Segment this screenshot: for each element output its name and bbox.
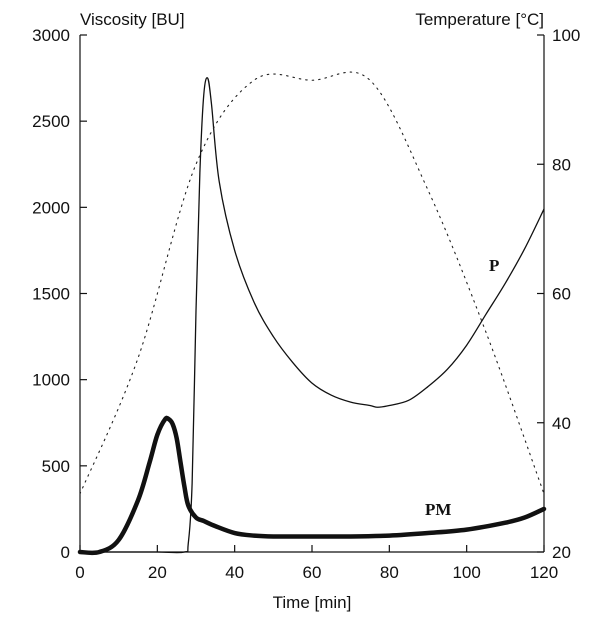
chart-axes: [80, 35, 544, 552]
x-axis-title: Time [min]: [273, 593, 352, 612]
x-tick-label: 0: [75, 563, 84, 582]
y-left-tick-label: 1000: [32, 371, 70, 390]
x-tick-label: 40: [225, 563, 244, 582]
series-p-line: [80, 78, 544, 553]
y-axis-left-title: Viscosity [BU]: [80, 10, 185, 29]
y-right-tick-label: 20: [552, 543, 571, 562]
chart-series: [80, 72, 544, 553]
x-tick-label: 20: [148, 563, 167, 582]
series-p-label: P: [489, 256, 499, 275]
y-right-tick-label: 80: [552, 155, 571, 174]
x-tick-label: 80: [380, 563, 399, 582]
y-left-tick-label: 0: [61, 543, 70, 562]
series-pm-label: PM: [425, 500, 451, 519]
y-right-tick-label: 100: [552, 26, 580, 45]
x-tick-label: 60: [303, 563, 322, 582]
series-temperature-line: [80, 72, 544, 494]
y-left-tick-label: 1500: [32, 285, 70, 304]
x-tick-label: 120: [530, 563, 558, 582]
chart-labels: 0 20 40 60 80 100 120 0 500 1000 1500 2000 2500 3000 2…: [32, 10, 580, 612]
y-left-tick-label: 2000: [32, 198, 70, 217]
y-left-tick-label: 500: [42, 457, 70, 476]
y-left-tick-label: 2500: [32, 112, 70, 131]
y-left-tick-label: 3000: [32, 26, 70, 45]
y-right-tick-label: 40: [552, 414, 571, 433]
y-axis-right-title: Temperature [°C]: [415, 10, 544, 29]
y-right-tick-label: 60: [552, 285, 571, 304]
series-pm-line: [80, 418, 544, 553]
x-tick-label: 100: [452, 563, 480, 582]
